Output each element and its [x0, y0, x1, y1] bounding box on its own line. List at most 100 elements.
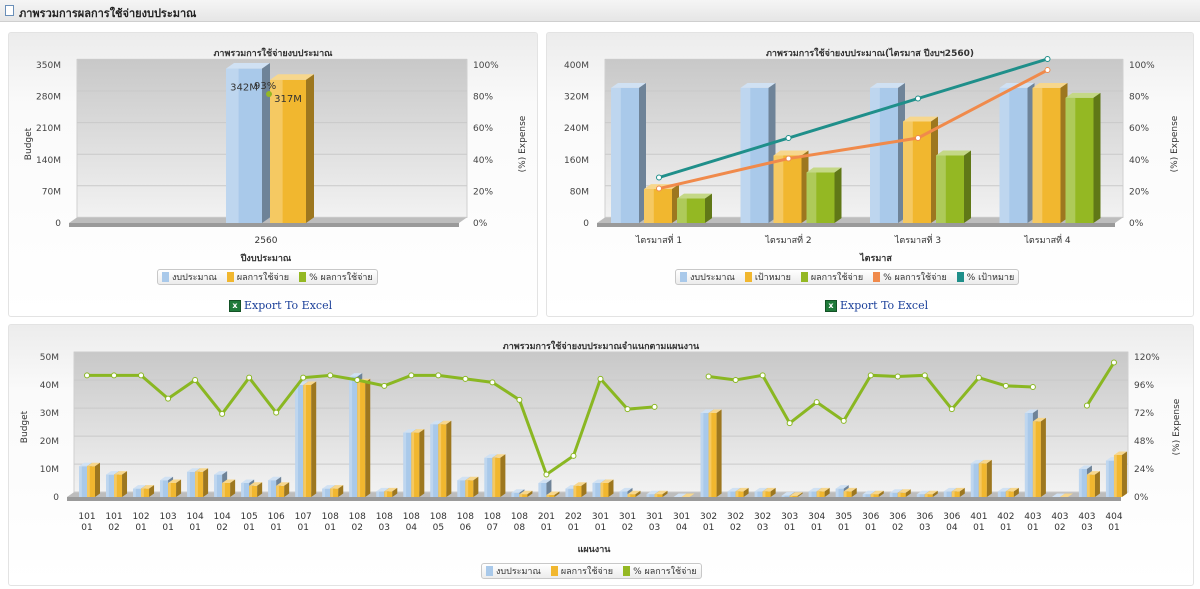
legend-item[interactable]: งบประมาณ [680, 270, 735, 284]
line-point [138, 372, 145, 379]
x-tick-label: 06 [460, 523, 472, 533]
export-excel-link[interactable]: x Export To Excel [229, 299, 332, 312]
x-tick-label: 01 [189, 523, 200, 533]
overall-budget-panel: ภาพรวมการใช้จ่ายงบประมาณ 0 0% 70M 20% 140M 40… [8, 32, 538, 317]
x-tick-label: 108 [511, 512, 528, 522]
legend-item[interactable]: % เป้าหมาย [956, 270, 1014, 284]
bar [708, 409, 722, 497]
y2-axis-label: (%) Expense [1172, 398, 1182, 455]
x-tick-label: 02 [622, 523, 633, 533]
legend-item[interactable]: ผลการใช้จ่าย [550, 564, 613, 578]
line-point [1002, 382, 1009, 389]
line-point [1044, 56, 1051, 62]
chart-title: ภาพรวมการใช้จ่ายงบประมาณ(ไตรมาส ปีงบฯ256… [766, 49, 974, 59]
x-tick-label: 01 [784, 523, 795, 533]
legend-label: งบประมาณ [172, 273, 217, 283]
legend-swatch [550, 566, 558, 576]
quarterly-budget-chart: 0 0% 80M 20% 160M 40% 240M 60% 320M 80% 400M 100% (%… [564, 56, 1180, 264]
bar [773, 150, 809, 223]
y-tick-label: 10M [40, 465, 59, 475]
x-tick-label: 01 [135, 523, 146, 533]
export-label[interactable]: Export To Excel [244, 299, 333, 312]
bar [222, 479, 236, 497]
excel-icon: x [229, 299, 241, 312]
bar [141, 485, 155, 497]
page-title: ภาพรวมการผลการใช้จ่ายงบประมาณ [19, 7, 197, 20]
chart-title: ภาพรวมการใช้จ่ายงบประมาณ [213, 49, 333, 59]
line-point [1044, 67, 1051, 74]
x-tick-label: ไตรมาสที่ 2 [764, 233, 811, 246]
x-tick-label: 03 [1081, 523, 1092, 533]
legend-item[interactable]: ผลการใช้จ่าย [226, 270, 289, 284]
bar [870, 490, 884, 497]
legend-item[interactable]: % ผลการใช้จ่าย [873, 270, 947, 284]
export-label[interactable]: Export To Excel [840, 299, 929, 312]
x-tick-label: 306 [862, 512, 879, 522]
legend-swatch [873, 272, 881, 282]
x-tick-label: 302 [700, 512, 717, 522]
bar [978, 459, 992, 497]
legend-item[interactable]: % ผลการใช้จ่าย [299, 270, 373, 284]
line-point [651, 403, 658, 410]
x-tick-label: 108 [376, 512, 393, 522]
y2-axis-label: (%) Expense [518, 115, 528, 172]
y-tick-label: 320M [564, 93, 589, 103]
line-point [84, 372, 90, 379]
bar [677, 193, 712, 223]
x-tick-label: 108 [349, 512, 366, 522]
x-tick-label: 02 [352, 523, 363, 533]
data-label: 317M [274, 94, 302, 105]
line-point [656, 185, 662, 192]
legend-item[interactable]: ผลการใช้จ่าย [800, 270, 863, 284]
line-point [273, 409, 280, 416]
plot-floor-edge [597, 223, 1115, 227]
y-tick-label: 40M [40, 381, 59, 391]
y-tick-label: 280M [36, 93, 61, 103]
x-tick-label: 105 [241, 512, 258, 522]
y-tick-label: 350M [36, 61, 61, 71]
legend-item[interactable]: งบประมาณ [162, 270, 217, 284]
bar [573, 482, 587, 497]
x-tick-label: 401 [970, 512, 987, 522]
quarterly-budget-panel: ภาพรวมการใช้จ่ายงบประมาณ(ไตรมาส ปีงบฯ256… [546, 32, 1194, 317]
y-tick-label: 30M [40, 409, 59, 419]
bar [673, 493, 687, 497]
x-tick-label: 108 [430, 512, 447, 522]
series-line [658, 68, 1049, 191]
bar [654, 490, 668, 497]
legend-label: งบประมาณ [496, 567, 541, 577]
x-tick-label: 01 [973, 523, 984, 533]
line-point [597, 375, 604, 382]
x-tick-label: 03 [757, 523, 768, 533]
line-point [354, 377, 361, 383]
chart-title: ภาพรวมการใช้จ่ายงบประมาณจำแนกตามแผนงาน [502, 342, 700, 352]
legend-label: % ผลการใช้จ่าย [309, 273, 373, 283]
legend-item[interactable]: % ผลการใช้จ่าย [623, 564, 697, 578]
x-tick-label: 01 [325, 523, 336, 533]
line-point [266, 91, 272, 98]
bar [903, 116, 938, 223]
legend-item[interactable]: งบประมาณ [486, 564, 541, 578]
x-tick-label: 108 [457, 512, 474, 522]
legend-swatch [299, 272, 307, 282]
legend-item[interactable]: เป้าหมาย [744, 270, 791, 284]
x-tick-label: 01 [811, 523, 822, 533]
bar [762, 487, 776, 497]
y2-tick-label: 80% [1129, 93, 1149, 103]
x-tick-label: 02 [1054, 523, 1065, 533]
line-point [300, 374, 307, 381]
legend-swatch [744, 272, 752, 282]
y2-tick-label: 20% [1129, 187, 1149, 197]
line-point [1083, 402, 1090, 409]
bar [1032, 417, 1046, 497]
y2-tick-label: 24% [1134, 465, 1154, 475]
legend-swatch [956, 272, 964, 282]
line-point [915, 95, 921, 102]
bar [740, 83, 776, 223]
bar [644, 184, 679, 223]
export-excel-link[interactable]: x Export To Excel [825, 299, 928, 312]
legend-swatch [162, 272, 169, 282]
x-tick-label: 03 [649, 523, 660, 533]
legend-label: % ผลการใช้จ่าย [633, 567, 697, 577]
line-point [624, 406, 631, 413]
